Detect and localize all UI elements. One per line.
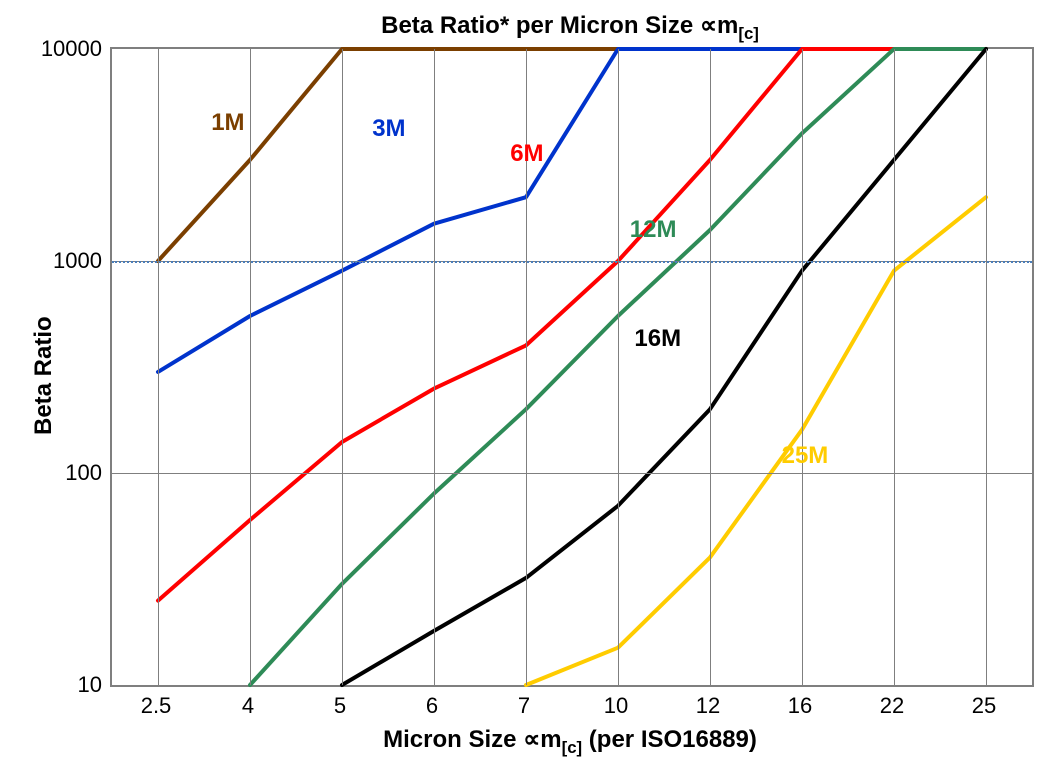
gridline-x bbox=[618, 49, 619, 685]
series-label-1M: 1M bbox=[211, 109, 244, 137]
x-tick-label: 2.5 bbox=[141, 693, 172, 719]
series-label-25M: 25M bbox=[782, 442, 829, 470]
x-tick-label: 25 bbox=[972, 693, 996, 719]
plot-area bbox=[110, 47, 1034, 687]
gridline-x bbox=[250, 49, 251, 685]
x-tick-label: 22 bbox=[880, 693, 904, 719]
gridline-y bbox=[112, 473, 1032, 474]
x-axis-label: Micron Size ∝m[c] (per ISO16889) bbox=[383, 725, 757, 758]
reference-line bbox=[112, 261, 1032, 263]
x-tick-label: 6 bbox=[426, 693, 438, 719]
gridline-x bbox=[802, 49, 803, 685]
chart-title: Beta Ratio* per Micron Size ∝m[c] bbox=[381, 11, 759, 44]
y-axis-label: Beta Ratio bbox=[30, 316, 58, 435]
x-tick-label: 10 bbox=[604, 693, 628, 719]
gridline-x bbox=[894, 49, 895, 685]
series-16M bbox=[342, 49, 986, 685]
y-tick-label: 100 bbox=[65, 460, 102, 486]
series-label-12M: 12M bbox=[630, 216, 677, 244]
y-tick-label: 10 bbox=[78, 672, 102, 698]
gridline-x bbox=[342, 49, 343, 685]
x-tick-label: 5 bbox=[334, 693, 346, 719]
series-label-6M: 6M bbox=[510, 140, 543, 168]
series-label-16M: 16M bbox=[634, 325, 681, 353]
gridline-x bbox=[434, 49, 435, 685]
gridline-x bbox=[986, 49, 987, 685]
gridline-x bbox=[710, 49, 711, 685]
y-tick-label: 1000 bbox=[53, 248, 102, 274]
x-tick-label: 4 bbox=[242, 693, 254, 719]
x-tick-label: 16 bbox=[788, 693, 812, 719]
series-label-3M: 3M bbox=[372, 115, 405, 143]
y-tick-label: 10000 bbox=[41, 36, 102, 62]
x-tick-label: 7 bbox=[518, 693, 530, 719]
gridline-x bbox=[158, 49, 159, 685]
x-tick-label: 12 bbox=[696, 693, 720, 719]
beta-ratio-chart: Beta Ratio* per Micron Size ∝m[c] Beta R… bbox=[0, 0, 1055, 781]
